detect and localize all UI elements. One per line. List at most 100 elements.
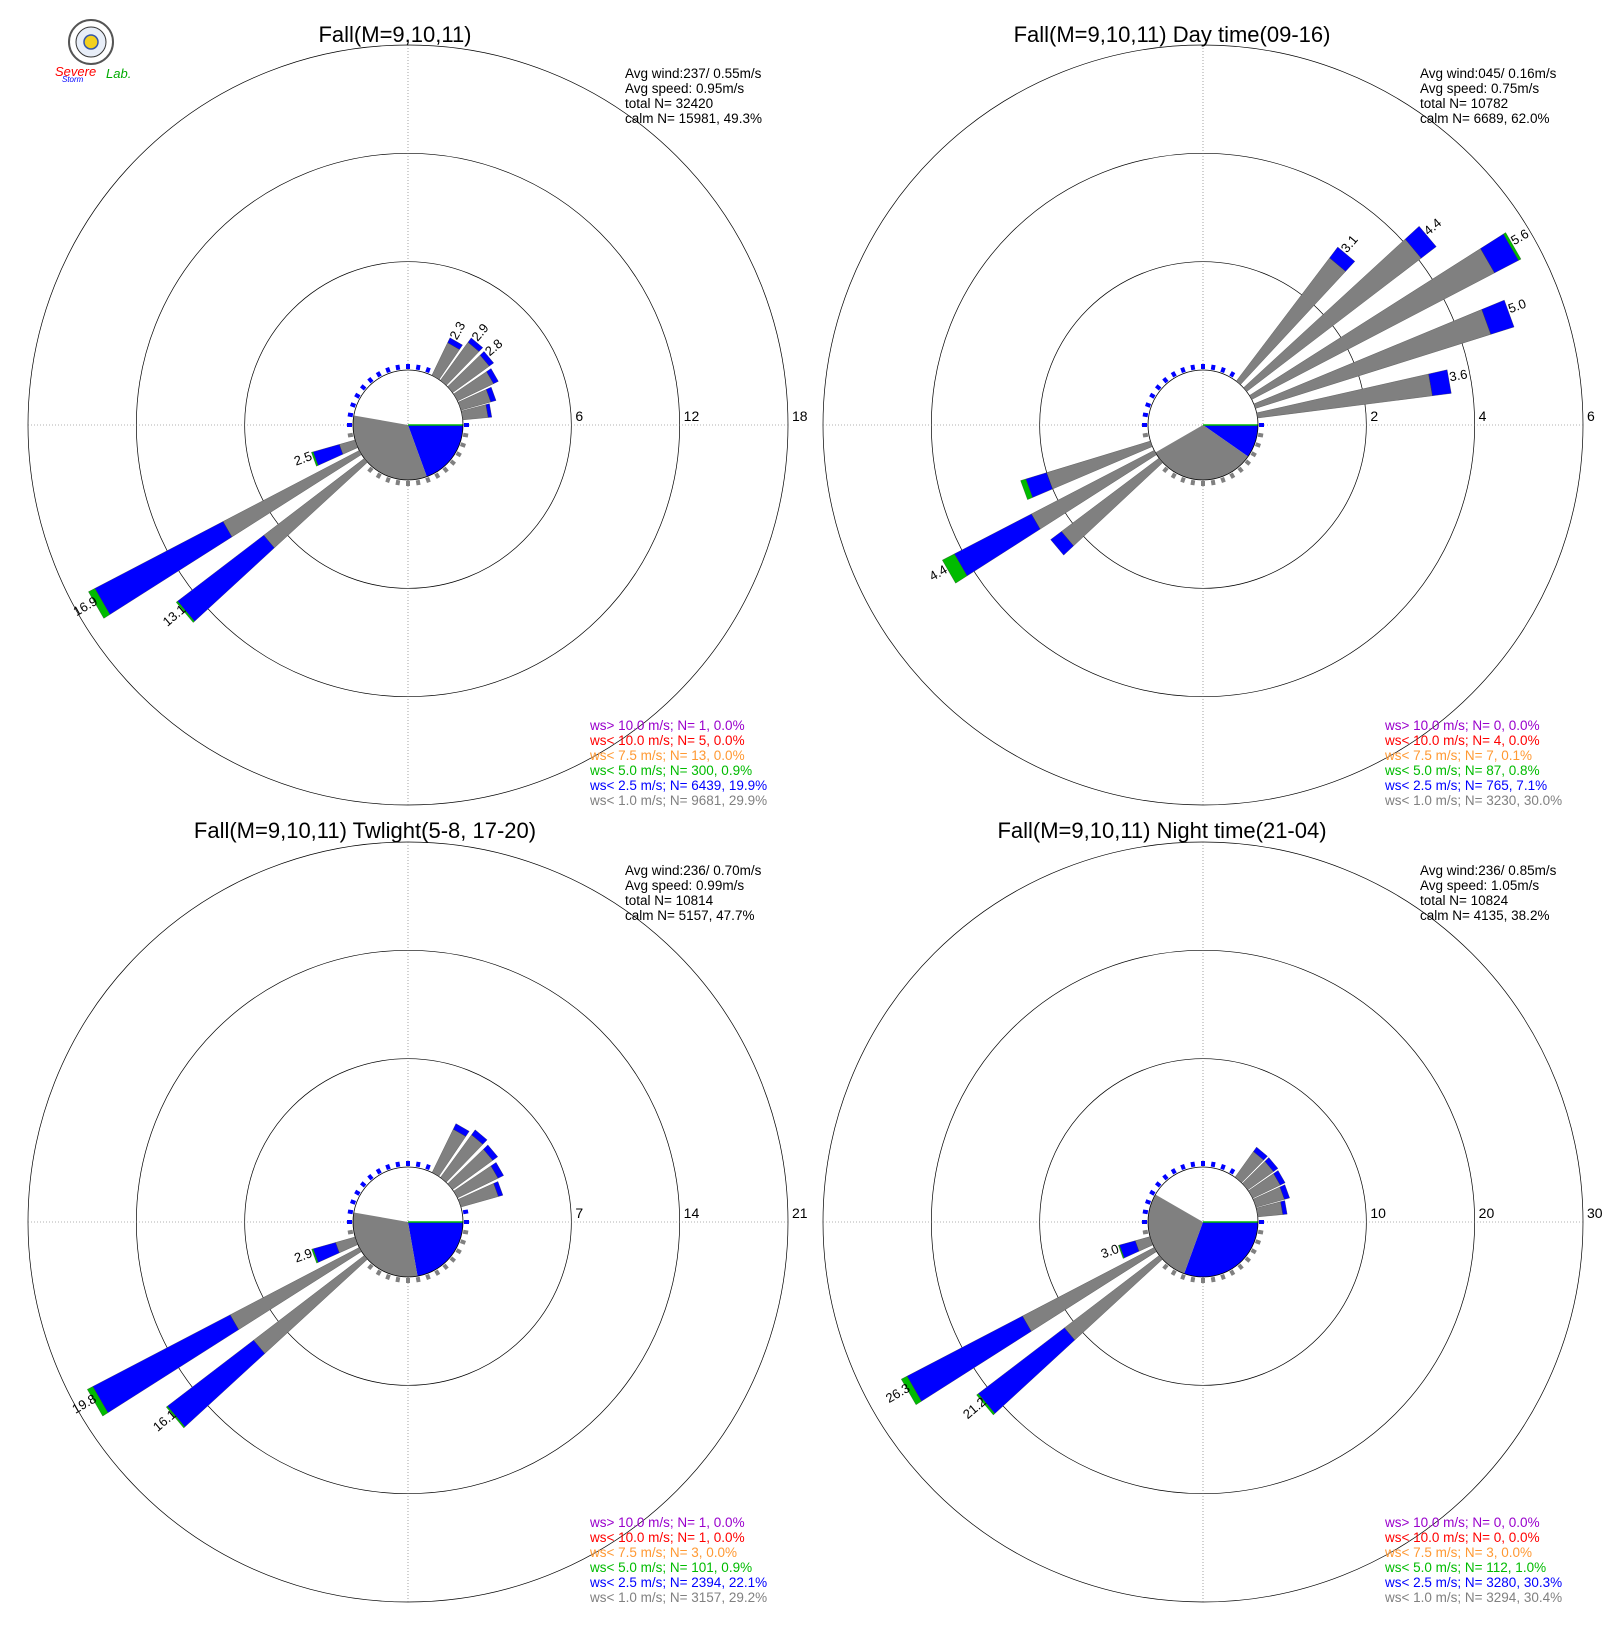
windrose-bar-segment <box>942 553 968 584</box>
windrose-bar-segment <box>485 403 492 418</box>
direction-tick <box>1170 472 1177 479</box>
legend-entry: ws< 10.0 m/s; N= 4, 0.0% <box>1384 733 1540 748</box>
logo-seal-center <box>83 34 99 50</box>
legend-entry: ws> 10.0 m/s; N= 1, 0.0% <box>589 1515 745 1530</box>
direction-tick <box>1149 392 1156 399</box>
direction-tick <box>425 476 431 484</box>
direction-tick <box>1244 1256 1252 1263</box>
legend-entry: ws< 5.0 m/s; N= 101, 0.9% <box>589 1560 752 1575</box>
ring-tick-label: 12 <box>684 408 700 424</box>
direction-tick <box>375 472 382 479</box>
severe-storm-lab-logo: Severe Storm Lab. <box>55 19 131 84</box>
ring-tick-label: 7 <box>575 1205 583 1221</box>
direction-tick <box>1250 1248 1257 1255</box>
stat-line: total N= 32420 <box>625 96 713 111</box>
legend-entry: ws< 5.0 m/s; N= 300, 0.9% <box>589 763 752 778</box>
direction-tick <box>395 364 401 371</box>
calm-sector <box>1148 1194 1203 1274</box>
direction-tick <box>1190 479 1196 486</box>
windrose-bar-segment <box>1280 1200 1288 1215</box>
direction-tick <box>1149 1189 1156 1196</box>
windrose-bar-segment <box>1118 1244 1125 1259</box>
windrose-bar-segment <box>901 1375 922 1405</box>
direction-tick <box>425 1273 431 1281</box>
direction-tick <box>385 366 391 374</box>
windrose-bar-segment <box>447 337 463 350</box>
windrose-bar-segment <box>1503 232 1522 261</box>
direction-tick <box>415 479 421 486</box>
direction-tick <box>1210 364 1216 371</box>
stat-line: Avg speed: 1.05m/s <box>1420 878 1539 893</box>
legend-entry: ws> 10.0 m/s; N= 0, 0.0% <box>1384 718 1540 733</box>
windrose-bar-segment <box>87 1386 109 1417</box>
legend-entry: ws< 2.5 m/s; N= 6439, 19.9% <box>589 778 767 793</box>
direction-tick <box>347 1229 354 1235</box>
legend-entry: ws< 2.5 m/s; N= 3280, 30.3% <box>1384 1575 1562 1590</box>
ring-tick-label: 4 <box>1479 408 1487 424</box>
direction-tick <box>375 1168 382 1175</box>
direction-tick <box>1210 479 1216 486</box>
direction-tick <box>455 451 462 458</box>
direction-tick <box>1210 1276 1216 1283</box>
legend-entry: ws< 10.0 m/s; N= 0, 0.0% <box>1384 1530 1540 1545</box>
direction-tick <box>1144 402 1152 408</box>
logo-text-storm: Storm <box>62 75 84 84</box>
legend-entry: ws< 5.0 m/s; N= 112, 1.0% <box>1384 1560 1546 1575</box>
direction-tick <box>367 376 374 384</box>
bar-value-label: 3.6 <box>1448 366 1468 384</box>
stat-line: calm N= 5157, 47.7% <box>625 908 754 923</box>
direction-tick <box>462 1229 469 1235</box>
calm-sector <box>1184 1222 1258 1277</box>
windrose-bar-segment <box>467 337 484 352</box>
windrose-bar-segment <box>1404 226 1437 259</box>
legend-entry: ws< 10.0 m/s; N= 5, 0.0% <box>589 733 745 748</box>
direction-tick <box>1144 1199 1152 1205</box>
direction-tick <box>415 1276 421 1283</box>
windrose-bar-segment <box>493 1181 504 1197</box>
stat-line: calm N= 6689, 62.0% <box>1420 111 1549 126</box>
calm-circle <box>352 369 464 481</box>
logo-text-severe: Severe <box>55 64 96 79</box>
legend-entry: ws< 5.0 m/s; N= 87, 0.8% <box>1384 763 1540 778</box>
stat-line: Avg wind:237/ 0.55m/s <box>625 66 762 81</box>
ring-tick-label: 21 <box>792 1205 808 1221</box>
stat-line: Avg wind:045/ 0.16m/s <box>1420 66 1557 81</box>
direction-tick <box>347 432 354 438</box>
legend-entry: ws< 7.5 m/s; N= 3, 0.0% <box>1384 1545 1532 1560</box>
windrose-panel: 6 12 18 Fall(M=9,10,11) Avg wind:237/ 0.55m/… <box>27 22 808 808</box>
direction-tick <box>354 1189 361 1196</box>
direction-tick <box>1180 1163 1186 1171</box>
direction-tick <box>1229 1168 1236 1175</box>
direction-tick <box>347 1209 354 1215</box>
windrose-bar-segment <box>88 588 111 619</box>
direction-tick <box>395 1276 401 1283</box>
ring-tick-label: 20 <box>1479 1205 1495 1221</box>
windrose-bar-segment <box>311 1248 319 1264</box>
direction-tick <box>459 442 467 448</box>
direction-tick <box>1170 1168 1177 1175</box>
direction-tick <box>434 472 441 479</box>
windrose-panel: 2 4 6 Fall(M=9,10,11) Day time(09-16) Avg wi… <box>822 22 1595 808</box>
direction-tick <box>1237 466 1244 474</box>
direction-tick <box>1142 412 1149 418</box>
direction-tick <box>442 466 449 474</box>
bar-value-label: 5.0 <box>1506 296 1528 316</box>
direction-tick <box>375 371 382 378</box>
direction-tick <box>367 1263 374 1271</box>
direction-tick <box>359 384 367 391</box>
windrose-bar-segment <box>483 1144 498 1161</box>
direction-tick <box>1254 1239 1262 1245</box>
windrose-bar-segment <box>1329 246 1356 272</box>
direction-tick <box>395 1161 401 1168</box>
direction-tick <box>1162 466 1169 474</box>
direction-tick <box>375 1269 382 1276</box>
direction-tick <box>1180 366 1186 374</box>
bar-value-label: 3.0 <box>1099 1241 1121 1261</box>
chart-title: Fall(M=9,10,11) <box>318 22 471 47</box>
direction-tick <box>459 1239 467 1245</box>
direction-tick <box>1154 384 1162 391</box>
stat-line: Avg speed: 0.95m/s <box>625 81 744 96</box>
windrose-bar-segment <box>1020 478 1033 500</box>
direction-tick <box>395 479 401 486</box>
windrose-bar-segment <box>1050 531 1074 556</box>
